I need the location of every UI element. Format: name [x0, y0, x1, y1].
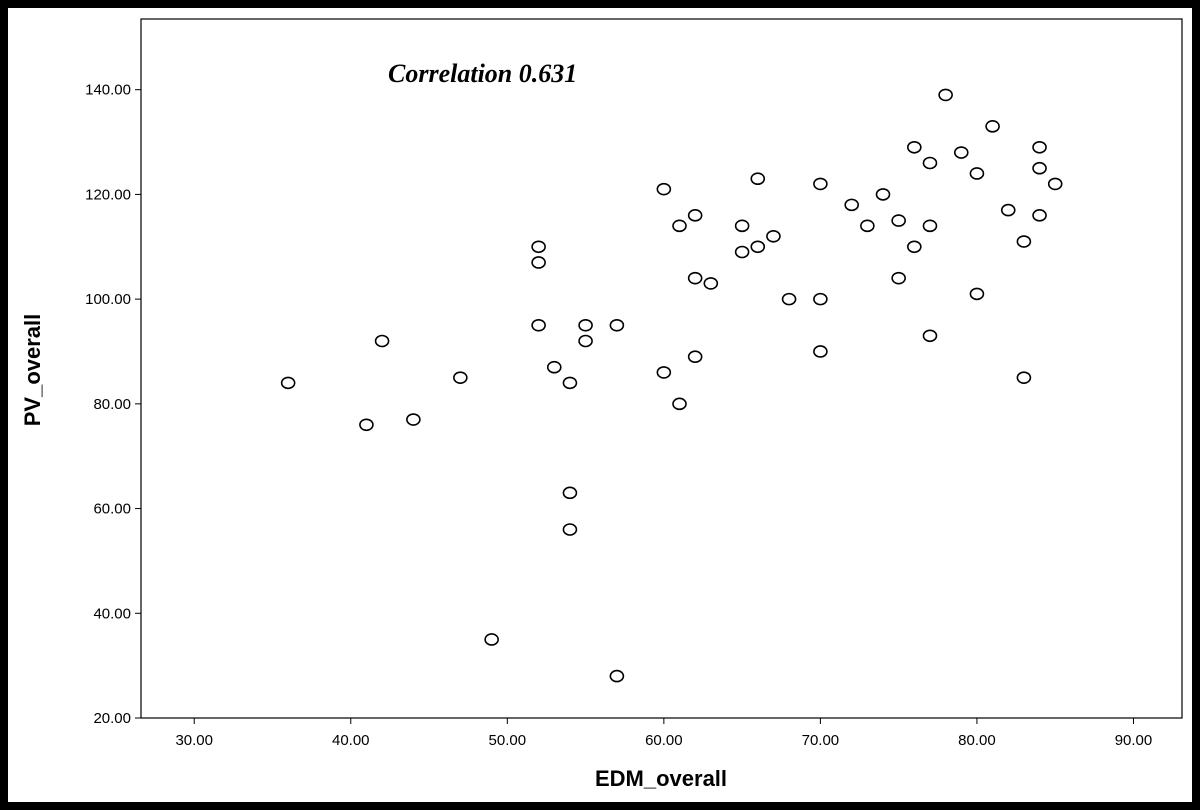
scatter-point: [734, 219, 750, 233]
x-axis-ticks: 30.00 40.00 50.00 60.00 70.00 80.00 90.00: [175, 718, 1152, 749]
scatter-point: [578, 334, 593, 348]
scatter-point: [672, 397, 687, 411]
x-tick-label: 70.00: [802, 732, 840, 749]
scatter-point: [938, 88, 953, 102]
scatter-point: [1000, 203, 1016, 217]
scatter-point: [1016, 235, 1032, 248]
chart-frame: Correlation 0.631 EDM_overall PV_overall…: [8, 8, 1192, 802]
scatter-point: [562, 523, 578, 536]
scatter-point: [484, 633, 499, 646]
x-tick-label: 90.00: [1115, 732, 1153, 749]
scatter-point: [609, 669, 625, 683]
scatter-point: [875, 188, 891, 201]
x-tick-label: 30.00: [175, 732, 213, 749]
scatter-point: [844, 198, 859, 212]
y-tick-label: 100.00: [85, 291, 131, 308]
scatter-point: [953, 146, 969, 159]
scatter-point: [1032, 209, 1047, 222]
scatter-point: [703, 277, 719, 290]
scatter-point: [578, 319, 593, 332]
scatter-point: [1032, 140, 1047, 154]
x-tick-label: 40.00: [332, 732, 370, 749]
scatter-point: [531, 256, 546, 269]
scatter-point: [609, 319, 625, 332]
scatter-point: [359, 418, 374, 432]
scatter-point: [406, 413, 421, 426]
scatter-point: [860, 219, 875, 233]
y-tick-label: 60.00: [93, 501, 131, 518]
scatter-point: [453, 371, 468, 384]
scatter-point: [922, 219, 938, 233]
scatter-point: [969, 167, 985, 180]
scatter-point: [687, 209, 703, 222]
scatter-point: [734, 245, 750, 259]
scatter-chart: Correlation 0.631 EDM_overall PV_overall…: [20, 18, 1183, 791]
scatter-point: [546, 360, 562, 374]
y-axis-title: PV_overall: [20, 314, 45, 427]
scatter-point: [891, 271, 906, 285]
scatter-point: [656, 366, 672, 379]
x-axis-title: EDM_overall: [595, 766, 727, 791]
scatter-point: [656, 182, 672, 196]
scatter-point: [531, 319, 546, 332]
y-tick-label: 20.00: [93, 710, 131, 727]
scatter-point: [922, 329, 938, 343]
scatter-point: [687, 350, 703, 364]
scatter-point: [750, 240, 766, 254]
scatter-point: [781, 292, 797, 306]
scatter-point: [750, 172, 766, 185]
y-tick-label: 40.00: [93, 605, 131, 622]
scatter-point: [672, 219, 687, 233]
scatter-point: [562, 486, 578, 500]
scatter-point: [985, 120, 1000, 133]
y-tick-label: 140.00: [85, 82, 131, 99]
scatter-point: [280, 376, 296, 390]
scatter-point: [1016, 371, 1032, 384]
scatter-point: [1032, 161, 1047, 175]
scatter-point: [907, 240, 922, 254]
scatter-point: [562, 376, 578, 390]
scatter-point: [969, 287, 985, 301]
scatter-point: [907, 140, 922, 154]
y-tick-label: 80.00: [93, 396, 131, 413]
y-axis-ticks: 20.00 40.00 60.00 80.00 100.00 120.00 140.00: [85, 82, 141, 727]
scatter-point: [687, 271, 703, 285]
x-tick-label: 60.00: [645, 732, 683, 749]
y-tick-label: 120.00: [85, 186, 131, 203]
x-tick-label: 80.00: [958, 732, 996, 749]
scatter-point: [891, 214, 906, 227]
scatter-point: [922, 156, 938, 170]
correlation-annotation: Correlation 0.631: [388, 59, 577, 88]
scatter-point: [374, 334, 390, 348]
scatter-point: [1047, 177, 1063, 191]
scatter-point: [766, 229, 781, 243]
scatter-point: [531, 240, 546, 254]
scatter-point: [813, 177, 828, 191]
scatter-point: [813, 345, 828, 358]
scatter-point: [813, 292, 828, 306]
x-tick-label: 50.00: [489, 732, 527, 749]
data-points: [280, 88, 1063, 683]
